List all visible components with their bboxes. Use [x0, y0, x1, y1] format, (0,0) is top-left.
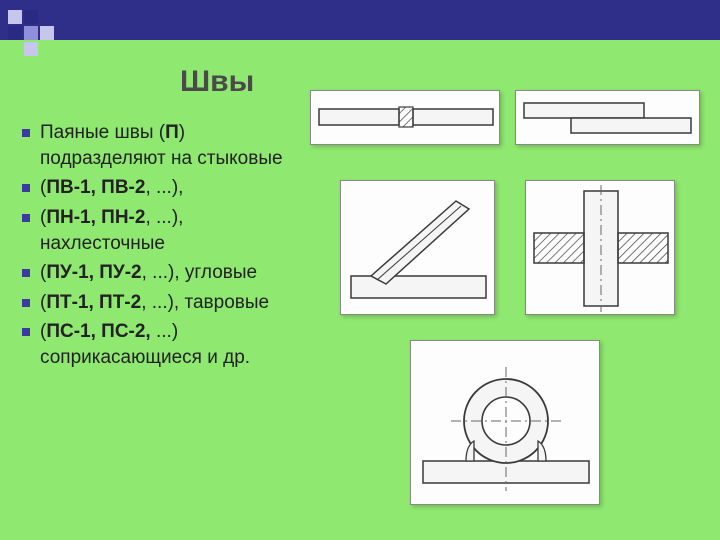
deco-square	[8, 10, 22, 24]
top-bar	[0, 0, 720, 40]
diagram-area	[310, 90, 710, 520]
deco-square	[8, 26, 22, 40]
bullet-item: (ПТ-1, ПТ-2, ...), тавровые	[20, 290, 310, 316]
deco-square	[24, 42, 38, 56]
deco-square	[24, 10, 38, 24]
diagram-angle-joint	[340, 180, 495, 315]
diagram-lap-joint	[515, 90, 700, 145]
bullet-list: Паяные швы (П) подразделяют на стыковые (…	[20, 120, 310, 375]
bullet-item: (ПУ-1, ПУ-2, ...), угловые	[20, 260, 310, 286]
deco-square	[40, 26, 54, 40]
bullet-item: (ПВ-1, ПВ-2, ...),	[20, 175, 310, 201]
bullet-item: (ПС-1, ПС-2, ...) соприкасающиеся и др.	[20, 319, 310, 370]
bullet-item: (ПН-1, ПН-2, ...), нахлесточные	[20, 205, 310, 256]
slide: Швы Паяные швы (П) подразделяют на стыко…	[0, 0, 720, 540]
bullet-item: Паяные швы (П) подразделяют на стыковые	[20, 120, 310, 171]
diagram-tee-joint	[525, 180, 675, 315]
deco-square	[24, 26, 38, 40]
diagram-butt-joint	[310, 90, 500, 145]
diagram-contact-joint	[410, 340, 600, 505]
